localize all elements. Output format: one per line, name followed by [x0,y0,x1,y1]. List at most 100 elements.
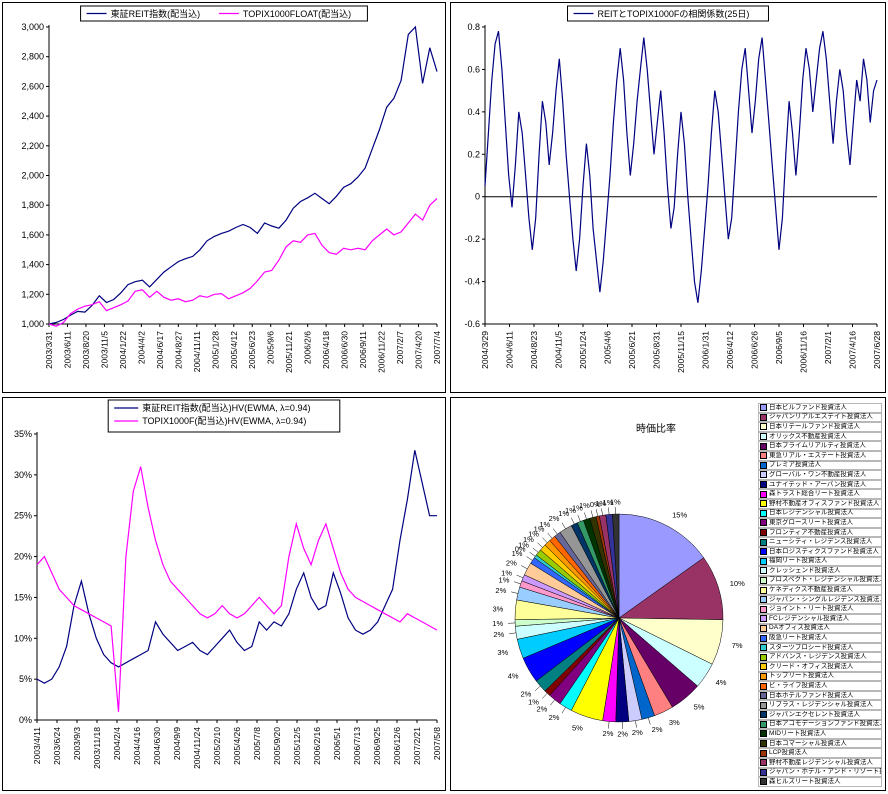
legend-item: ジャパンリアルエステイト投資法人 [758,412,882,423]
legend-item: ビ・ライフ投資法人 [758,681,882,691]
svg-text:4%: 4% [716,678,727,687]
legend-label: アドバンス・レジデンス投資法人 [769,653,867,661]
legend-item: オリックス不動産投資法人 [758,431,882,442]
legend-label: 日本コマーシャル投資法人 [769,739,847,747]
svg-text:25%: 25% [14,511,32,521]
legend-label: オリックス不動産投資法人 [769,432,847,440]
legend-item: LCP投資法人 [758,748,882,758]
svg-text:2003/6/24: 2003/6/24 [52,727,62,765]
svg-text:2,400: 2,400 [21,111,44,121]
legend-label: 野村不動産オフィスファンド投資法人 [769,499,880,507]
legend-label: FCレジデンシャル投資法人 [769,614,850,622]
svg-text:東証REIT指数(配当込)HV(EWMA, λ=0.94): 東証REIT指数(配当込)HV(EWMA, λ=0.94) [142,402,310,413]
svg-text:35%: 35% [14,429,32,439]
svg-text:2006/6/26: 2006/6/26 [750,331,760,369]
svg-text:1%: 1% [558,509,569,518]
legend-swatch [760,768,767,776]
correlation-canvas: -0.6 -0.4 -0.2 0 0.2 0.4 0.6 0.8 2004/3/29 2004/6… [464,5,882,373]
svg-text:2006/5/1: 2006/5/1 [332,727,342,760]
svg-text:0.6: 0.6 [467,64,480,74]
svg-text:2003/8/20: 2003/8/20 [81,331,91,369]
legend-item: 阪急リート投資法人 [758,633,882,643]
legend-label: ジャパン・ホテル・アンド・リゾート投資法人 [769,768,881,776]
svg-text:-0.6: -0.6 [464,319,480,329]
legend-item: MIDリート投資法人 [758,729,882,739]
svg-text:2%: 2% [549,713,560,722]
legend-swatch [760,692,767,700]
volatility-canvas: 0% 5% 10% 15% 20% 25% 30% 35% 2003/4/11 2003/6/24… [14,399,442,769]
svg-text:2004/11/24: 2004/11/24 [192,727,202,769]
legend-label: ジャパン・シングルレジデンス投資法人 [769,595,881,603]
svg-text:0.4: 0.4 [467,107,480,117]
legend-label: 日本ビルファンド投資法人 [769,403,847,411]
svg-text:15%: 15% [672,510,687,519]
svg-text:4%: 4% [508,672,519,681]
legend-swatch [760,413,767,421]
svg-text:2003/3/31: 2003/3/31 [44,331,54,369]
legend-swatch [760,605,767,613]
legend-label: フロンティア不動産投資法人 [769,528,854,536]
svg-text:5%: 5% [572,724,583,733]
svg-text:10%: 10% [14,633,32,643]
legend-item: ユナイテッド・アーバン投資法人 [758,479,882,490]
svg-text:2006/2/6: 2006/2/6 [303,331,313,364]
svg-text:2005/6/23: 2005/6/23 [247,331,257,369]
svg-text:1%: 1% [534,525,545,534]
svg-text:0%: 0% [19,715,32,725]
svg-text:1%: 1% [528,530,539,539]
legend-item: プロスペクト・レジデンシャル投資法人 [758,575,882,586]
svg-text:2%: 2% [495,586,506,595]
svg-text:2003/6/11: 2003/6/11 [62,331,72,368]
legend-item: 野村不動産レジデンシャル投資法人 [758,757,882,768]
legend-item: ケネディクス不動産投資法人 [758,585,882,595]
svg-text:2005/4/6: 2005/4/6 [603,331,613,364]
svg-text:2%: 2% [632,728,643,737]
legend-swatch [760,596,767,604]
legend-swatch [760,404,767,412]
svg-text:1%: 1% [572,503,583,512]
svg-text:2005/6/21: 2005/6/21 [627,331,637,369]
legend-swatch [760,615,767,623]
svg-text:2006/9/5: 2006/9/5 [774,331,784,364]
legend-item: クリード・オフィス投資法人 [758,662,882,672]
legend-label: DAオフィス投資法人 [769,624,830,632]
svg-text:1%: 1% [518,540,529,549]
svg-text:2005/7/8: 2005/7/8 [252,727,262,760]
svg-text:2006/9/25: 2006/9/25 [372,727,382,765]
legend-label: 森トラスト総合リート投資法人 [769,490,860,498]
legend-item: トップリート投資法人 [758,671,882,682]
svg-text:2004/6/30: 2004/6/30 [152,727,162,765]
legend-label: 東急リアル・エステート投資法人 [769,451,867,459]
svg-text:15%: 15% [14,592,32,602]
svg-text:2%: 2% [617,729,628,738]
legend-label: クレッシェンド投資法人 [769,566,841,574]
legend-swatch [760,749,767,757]
legend-item: 日本ホテルファンド投資法人 [758,690,882,701]
legend-label: 東京グロースリート投資法人 [769,518,854,526]
svg-text:1%: 1% [523,535,534,544]
legend-swatch [760,644,767,652]
legend-label: 日本レジデンシャル投資法人 [769,509,854,517]
svg-text:1%: 1% [595,499,606,508]
svg-text:1%: 1% [539,520,550,529]
legend-swatch [760,557,767,565]
legend-swatch [760,567,767,575]
legend-item: 野村不動産オフィスファンド投資法人 [758,498,882,509]
legend-item: クレッシェンド投資法人 [758,566,882,576]
svg-text:3%: 3% [493,604,504,613]
legend-swatch [760,433,767,441]
svg-text:1%: 1% [492,619,503,628]
svg-text:2004/9/9: 2004/9/9 [172,727,182,760]
legend-item: グローバル・ワン不動産投資法人 [758,470,882,480]
svg-text:2003/11/5: 2003/11/5 [99,331,109,368]
legend-swatch [760,519,767,527]
legend-swatch [760,576,767,584]
pie-legend: 日本ビルファンド投資法人 ジャパンリアルエステイト投資法人 日本リテールファンド投資… [758,403,882,787]
legend-swatch [760,653,767,661]
svg-text:1,600: 1,600 [21,230,44,240]
legend-item: 森トラスト総合リート投資法人 [758,489,882,499]
legend-swatch [760,634,767,642]
legend-swatch [760,586,767,594]
svg-text:5%: 5% [694,702,705,711]
